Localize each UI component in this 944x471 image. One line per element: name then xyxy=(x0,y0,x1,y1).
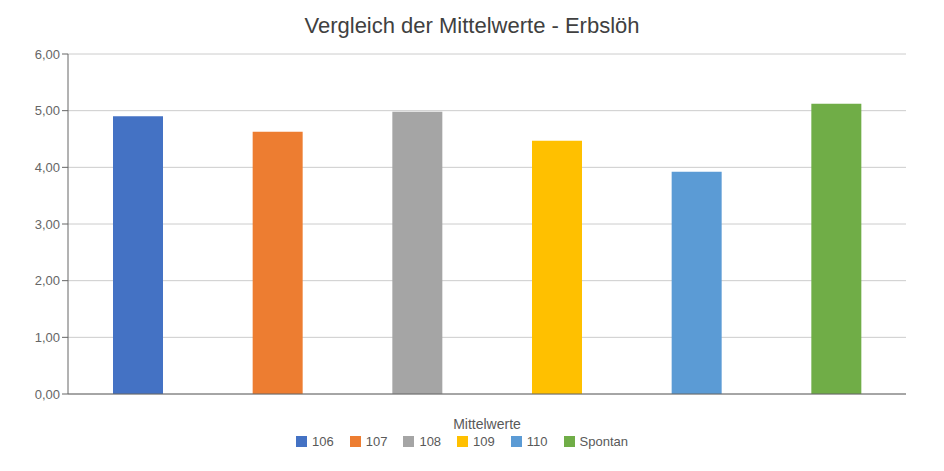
svg-text:2,00: 2,00 xyxy=(35,273,60,288)
svg-text:Mittelwerte: Mittelwerte xyxy=(453,416,521,432)
svg-text:3,00: 3,00 xyxy=(35,217,60,232)
svg-text:4,00: 4,00 xyxy=(35,160,60,175)
html-text:Spontan: Spontan xyxy=(579,434,628,449)
svg-text:0,00: 0,00 xyxy=(35,387,60,402)
svg-text:1,00: 1,00 xyxy=(35,330,60,345)
html-text:107: 107 xyxy=(365,434,388,449)
html-text:109: 109 xyxy=(473,434,495,449)
html-text:106: 106 xyxy=(312,434,334,449)
svg-text:5,00: 5,00 xyxy=(35,103,60,118)
html-text:108: 108 xyxy=(419,434,442,449)
html-text:Vergleich der Mittelwerte - Er: Vergleich der Mittelwerte - Erbslöh xyxy=(304,13,640,38)
svg-text:6,00: 6,00 xyxy=(35,47,60,62)
html-text:110: 110 xyxy=(526,434,548,449)
